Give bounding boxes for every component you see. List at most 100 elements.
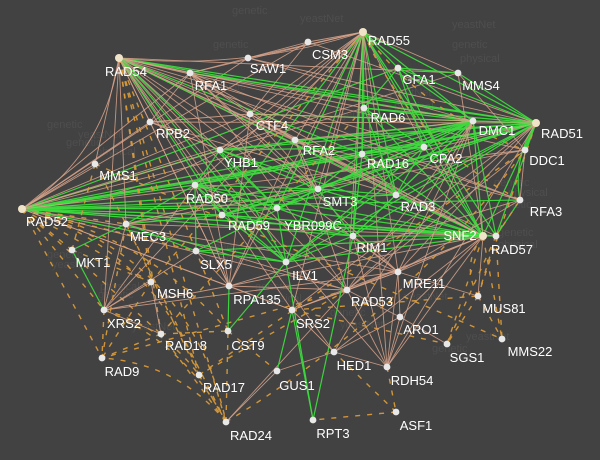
graph-node-mms22[interactable] bbox=[498, 335, 506, 343]
graph-node-rfa3[interactable] bbox=[516, 196, 524, 204]
edge-genetic bbox=[362, 31, 521, 201]
edge-genetic bbox=[118, 57, 162, 335]
graph-node-rfa1[interactable] bbox=[186, 69, 194, 77]
graph-node-rad24[interactable] bbox=[222, 418, 230, 426]
graph-node-gfa1[interactable] bbox=[394, 64, 402, 72]
edge-physical bbox=[189, 72, 348, 291]
edge-coexp bbox=[195, 235, 484, 252]
edge-genetic bbox=[198, 289, 348, 376]
graph-node-rad53[interactable] bbox=[343, 286, 351, 294]
edge-physical bbox=[125, 223, 348, 291]
edge-coexp bbox=[362, 31, 397, 196]
edge-physical bbox=[228, 113, 251, 287]
graph-node-saw1[interactable] bbox=[244, 54, 252, 62]
graph-node-gus1[interactable] bbox=[273, 367, 281, 375]
edge-genetic bbox=[21, 208, 105, 311]
graph-node-rad16[interactable] bbox=[358, 150, 366, 158]
graph-node-aro1[interactable] bbox=[396, 313, 404, 321]
edge-coexp bbox=[194, 184, 287, 263]
edge-genetic bbox=[362, 31, 526, 151]
graph-node-mms1[interactable] bbox=[91, 160, 99, 168]
graph-node-dmc1[interactable] bbox=[469, 117, 477, 125]
graph-node-rad6[interactable] bbox=[360, 104, 368, 112]
edge-coexp bbox=[361, 146, 425, 155]
graph-node-ctf4[interactable] bbox=[246, 110, 254, 118]
edge-coexp bbox=[317, 146, 425, 190]
graph-node-mms4[interactable] bbox=[454, 69, 462, 77]
graph-node-rad50[interactable] bbox=[191, 181, 199, 189]
graph-node-rad3[interactable] bbox=[392, 191, 400, 199]
edge-physical bbox=[21, 208, 348, 291]
edge-coexp bbox=[221, 214, 287, 263]
graph-node-mre11[interactable] bbox=[394, 268, 402, 276]
graph-node-xrs2[interactable] bbox=[100, 306, 108, 314]
graph-node-rad57[interactable] bbox=[492, 232, 500, 240]
graph-node-srs2[interactable] bbox=[288, 306, 296, 314]
edge-coexp bbox=[285, 146, 425, 263]
edge-physical bbox=[219, 31, 364, 151]
edge-coexp bbox=[71, 223, 127, 251]
graph-node-rad52[interactable] bbox=[18, 205, 26, 213]
edge-genetic bbox=[125, 223, 200, 376]
graph-node-hed1[interactable] bbox=[330, 348, 338, 356]
graph-node-rpb2[interactable] bbox=[146, 118, 154, 126]
graph-node-ddc1[interactable] bbox=[521, 146, 529, 154]
graph-node-rad18[interactable] bbox=[157, 330, 165, 338]
graph-node-yhb1[interactable] bbox=[216, 146, 224, 154]
edge-physical bbox=[397, 122, 537, 273]
edge-physical bbox=[149, 113, 251, 123]
graph-node-rad55[interactable] bbox=[359, 28, 367, 36]
graph-node-mec3[interactable] bbox=[122, 220, 130, 228]
edge-physical bbox=[346, 289, 388, 368]
edge-physical bbox=[386, 271, 399, 368]
graph-node-snf2[interactable] bbox=[479, 232, 487, 240]
edge-coexp bbox=[118, 57, 278, 209]
edge-genetic bbox=[118, 57, 227, 423]
edge-physical bbox=[333, 351, 388, 368]
graph-node-asf1[interactable] bbox=[392, 408, 400, 416]
graph-node-rpa135[interactable] bbox=[225, 282, 233, 290]
graph-node-cst9[interactable] bbox=[224, 327, 232, 335]
edge-physical bbox=[362, 31, 459, 74]
graph-node-rad51[interactable] bbox=[532, 119, 540, 127]
graph-node-rdh54[interactable] bbox=[383, 363, 391, 371]
edge-physical bbox=[194, 184, 230, 287]
edge-genetic bbox=[21, 208, 229, 332]
edge-physical bbox=[397, 271, 479, 297]
graph-node-csm3[interactable] bbox=[304, 38, 312, 46]
edge-coexp bbox=[363, 107, 537, 124]
edge-genetic bbox=[198, 374, 227, 423]
node-layer[interactable] bbox=[18, 28, 540, 426]
graph-node-rad17[interactable] bbox=[195, 371, 203, 379]
graph-node-ilv1[interactable] bbox=[282, 258, 290, 266]
graph-node-sgs1[interactable] bbox=[443, 340, 451, 348]
edge-physical bbox=[228, 285, 348, 291]
graph-node-rim1[interactable] bbox=[349, 232, 357, 240]
graph-node-rpt3[interactable] bbox=[309, 416, 317, 424]
graph-node-rfa2[interactable] bbox=[291, 136, 299, 144]
edge-physical bbox=[397, 120, 474, 273]
graph-node-slx5[interactable] bbox=[192, 247, 200, 255]
edge-coexp bbox=[221, 207, 278, 216]
graph-node-ybr099c[interactable] bbox=[273, 204, 281, 212]
graph-node-mus81[interactable] bbox=[474, 292, 482, 300]
edge-coexp bbox=[397, 67, 537, 124]
edge-physical bbox=[291, 289, 348, 311]
edge-coexp bbox=[397, 67, 459, 74]
edge-coexp bbox=[352, 194, 397, 237]
graph-node-smt3[interactable] bbox=[314, 185, 322, 193]
graph-node-rad9[interactable] bbox=[98, 354, 106, 362]
graph-node-rad59[interactable] bbox=[218, 211, 226, 219]
edge-coexp bbox=[219, 149, 278, 209]
graph-node-mkt1[interactable] bbox=[68, 246, 76, 254]
graph-node-rad54[interactable] bbox=[115, 54, 123, 62]
edge-genetic bbox=[446, 295, 479, 345]
graph-node-msh6[interactable] bbox=[147, 278, 155, 286]
edge-physical bbox=[399, 235, 484, 318]
edge-physical bbox=[247, 41, 309, 59]
edge-physical bbox=[189, 72, 319, 190]
graph-node-cpa2[interactable] bbox=[420, 143, 428, 151]
edge-coexp bbox=[118, 57, 484, 237]
